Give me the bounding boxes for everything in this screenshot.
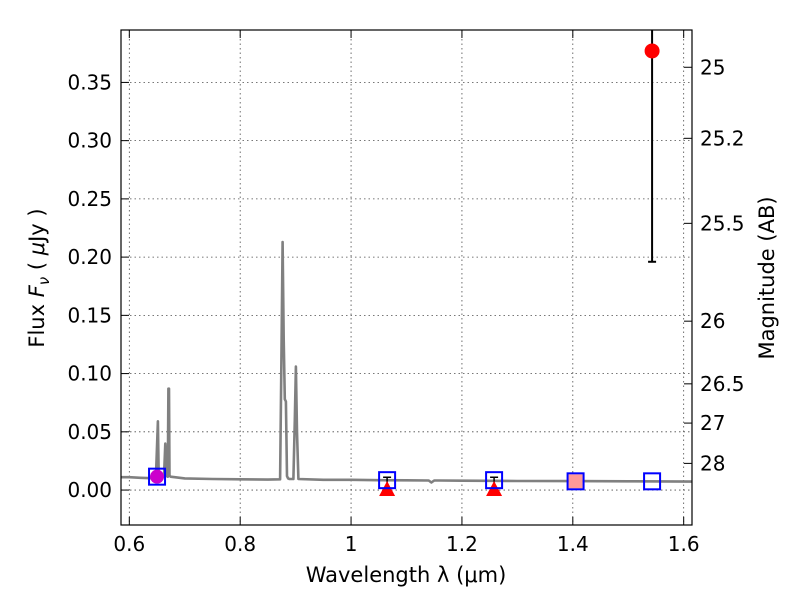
y-tick-label: 0.30: [67, 129, 112, 153]
y2-tick-label: 28: [700, 451, 725, 475]
x-tick-label: 1.4: [557, 532, 589, 556]
y-axis-title-symbol: F: [25, 284, 49, 297]
y2-axis-title: Magnitude (AB): [755, 196, 779, 359]
x-axis-title: Wavelength λ (μm): [306, 563, 507, 587]
x-tick-label: 1.2: [446, 532, 478, 556]
x-tick-label: 1.6: [668, 532, 700, 556]
model-sed-line: [121, 240, 693, 484]
y-tick-label: 0.05: [67, 420, 112, 444]
y2-tick-label: 26.5: [700, 372, 745, 396]
plot-frame: [120, 29, 693, 526]
y-tick-label: 0.35: [67, 70, 112, 94]
x-tick-label: 0.6: [113, 532, 145, 556]
x-tick-label: 0.8: [224, 532, 256, 556]
model-photometry-square: [148, 467, 167, 486]
model-photometry-square: [643, 472, 662, 491]
y-axis-title-unit-rest: Jy ): [25, 208, 49, 244]
pink-square-point: [568, 474, 583, 489]
y-axis-title-subscript: ν: [35, 277, 53, 285]
y-axis-title: Flux Fν ( μJy ): [25, 208, 53, 347]
y-axis-title-unit-open: (: [25, 255, 49, 277]
y2-tick-label: 26: [700, 309, 725, 333]
y2-tick-label: 27: [700, 411, 725, 435]
y-axis-title-prefix: Flux: [25, 297, 49, 347]
ticks-layer: 0.6 0.8 1 1.2 1.4 1.6 0.00 0.05 0.10 0.15 0.20 0.25…: [67, 30, 745, 556]
markers-layer: [148, 30, 662, 497]
red-detection-point: [644, 43, 660, 59]
y2-tick-label: 25: [700, 55, 725, 79]
y-tick-label: 0.00: [67, 478, 112, 502]
model-photometry-square: [485, 471, 504, 490]
y2-tick-label: 25.2: [700, 126, 745, 150]
series-layer: [121, 240, 693, 484]
y-tick-label: 0.20: [67, 245, 112, 269]
y-tick-label: 0.25: [67, 187, 112, 211]
y-axis-title-unit-mu: μ: [25, 242, 49, 256]
model-photometry-square: [566, 472, 585, 491]
grid-layer: [121, 30, 692, 525]
x-tick-label: 1: [345, 532, 358, 556]
y2-tick-label: 25.5: [700, 211, 745, 235]
model-photometry-square: [378, 471, 397, 490]
y-tick-label: 0.15: [67, 303, 112, 327]
y-tick-label: 0.10: [67, 362, 112, 386]
purple-detection-point: [150, 469, 165, 484]
